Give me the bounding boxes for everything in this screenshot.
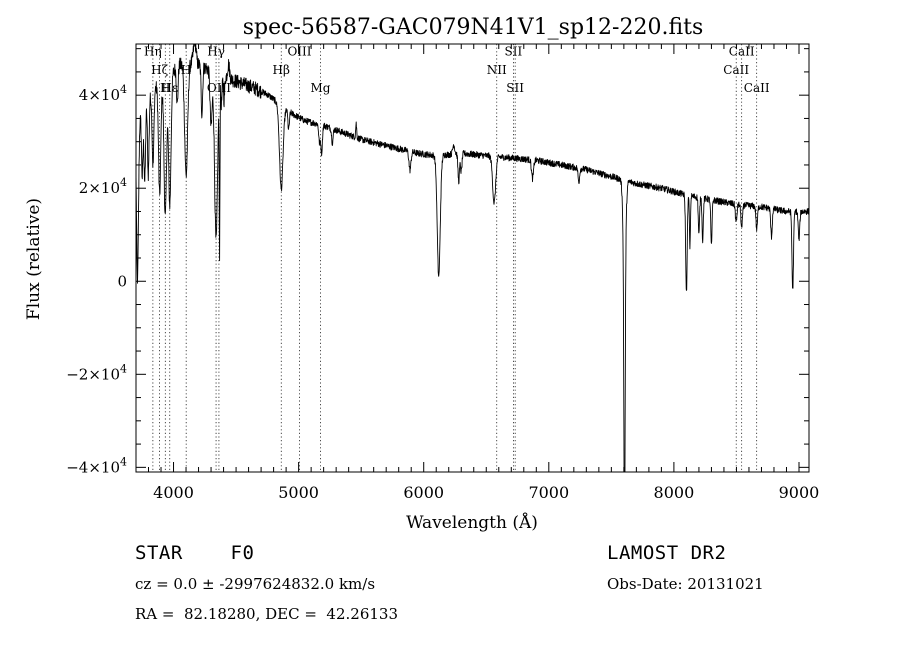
spectral-line-label: Hη — [144, 45, 162, 59]
spectral-line-label: CaII — [744, 81, 770, 95]
x-tick-label: 8000 — [654, 483, 695, 502]
x-axis-label: Wavelength (Å) — [406, 512, 538, 533]
spectrum-line — [136, 44, 809, 472]
x-tick-label: 4000 — [153, 483, 194, 502]
survey-name: LAMOST DR2 — [607, 542, 727, 564]
plot-frame — [135, 43, 810, 473]
spectral-line-label: H — [160, 81, 170, 95]
coordinates: RA = 82.18280, DEC = 42.26133 — [135, 605, 399, 623]
x-tick-label: 7000 — [528, 483, 569, 502]
spectral-line-markers: HηHζHεHHHγOIIIHβOIIIMgNIISIISIICaIICaIIC… — [144, 44, 770, 472]
spectral-line-label: SII — [505, 45, 523, 59]
spectral-line-label: CaII — [729, 45, 755, 59]
spectral-line-label: CaII — [723, 63, 749, 77]
x-tick-label: 5000 — [278, 483, 319, 502]
spectral-line-label: SII — [506, 81, 524, 95]
spectral-line-label: H — [181, 63, 191, 77]
redshift-line: cz = 0.0 ± -2997624832.0 km/s — [135, 575, 376, 593]
chart-title: spec-56587-GAC079N41V1_sp12-220.fits — [243, 15, 704, 40]
spectral-line-label: Hβ — [273, 63, 290, 77]
spectral-line-label: Hγ — [207, 45, 225, 59]
spectrum-trace — [136, 44, 809, 472]
y-tick-label: −4×104 — [66, 455, 127, 476]
y-tick-label: 4×104 — [79, 83, 127, 104]
spectral-line-label: Hζ — [151, 63, 168, 77]
object-class: STAR F0 — [135, 542, 255, 564]
x-axis: 4000 5000 6000 7000 8000 9000 — [135, 44, 820, 502]
y-tick-label: 2×104 — [79, 176, 127, 197]
x-tick-label: 6000 — [403, 483, 444, 502]
y-axis: −4×104 −2×104 0 2×104 4×104 — [66, 48, 809, 476]
x-tick-label: 9000 — [779, 483, 820, 502]
y-tick-label: 0 — [117, 272, 127, 290]
spectral-line-label: OIII — [207, 81, 231, 95]
spectral-line-label: Mg — [311, 81, 331, 95]
y-axis-label: Flux (relative) — [24, 198, 44, 320]
y-tick-label: −2×104 — [66, 362, 127, 383]
spectral-line-label: NII — [487, 63, 507, 77]
obs-date: Obs-Date: 20131021 — [607, 575, 764, 593]
spectral-line-label: OIII — [287, 45, 311, 59]
